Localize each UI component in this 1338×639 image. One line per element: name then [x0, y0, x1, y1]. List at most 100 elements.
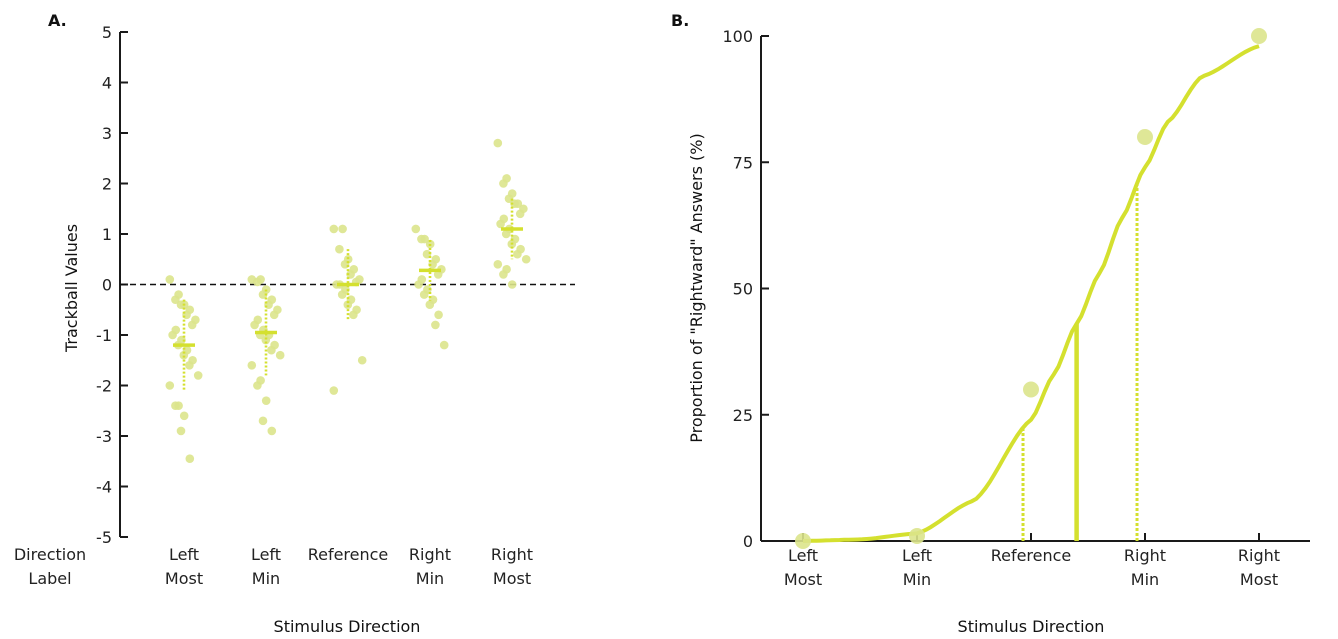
- panel-b-x-tick-label: Reference: [991, 546, 1072, 565]
- trackball-data-point: [335, 244, 344, 254]
- panel-a-y-tick-label: 2: [102, 175, 112, 194]
- trackball-data-point: [411, 224, 421, 234]
- trackball-data-point: [419, 290, 429, 299]
- trackball-data-point: [434, 310, 443, 320]
- panel-a-x-tick-label: Most: [493, 569, 531, 588]
- trackball-data-point: [176, 426, 186, 436]
- observed-proportion-point: [1137, 129, 1153, 145]
- trackball-data-point: [499, 270, 508, 279]
- panel-a-y-tick-label: -4: [96, 478, 112, 497]
- panel-b-y-axis-title: Proportion of "Rightward" Answers (%): [687, 133, 706, 442]
- panel-a-x-axis-title: Stimulus Direction: [274, 617, 421, 636]
- trackball-data-point: [165, 381, 175, 390]
- direction-label-line-2: Label: [28, 569, 71, 588]
- trackball-data-point: [510, 199, 519, 208]
- panel-b-y-tick-label: 100: [722, 27, 753, 46]
- panel-a-x-tick-label: Left: [169, 545, 199, 564]
- trackball-data-point: [337, 290, 347, 299]
- trackball-data-point: [338, 224, 347, 234]
- panel-b-x-tick-label: Min: [903, 570, 931, 589]
- trackball-data-point: [267, 345, 276, 355]
- trackball-data-point: [349, 310, 358, 320]
- panel-a-y-tick-label: 5: [102, 23, 112, 42]
- panel-a-x-tick-label: Min: [252, 569, 280, 588]
- psychometric-fit-curve: [802, 44, 1260, 543]
- panel-b-x-tick-label: Min: [1131, 570, 1159, 589]
- panel-a-y-tick-label: 0: [102, 276, 112, 295]
- trackball-data-point: [261, 335, 271, 345]
- trackball-data-point: [493, 138, 503, 148]
- panel-b-y-tick-label: 0: [743, 532, 753, 551]
- panel-a-x-tick-label: Reference: [308, 545, 389, 564]
- panel-a-y-tick-label: -5: [96, 528, 112, 547]
- panel-b-x-tick-label: Most: [784, 570, 822, 589]
- trackball-data-point: [504, 194, 514, 203]
- panel-a-x-tick-label: Most: [165, 569, 203, 588]
- trackball-data-point: [267, 426, 277, 436]
- trackball-data-point: [168, 330, 177, 340]
- panel-a-label: A.: [48, 11, 67, 30]
- trackball-data-point: [253, 277, 262, 287]
- panel-a-y-axis-title: Trackball Values: [62, 224, 81, 353]
- panel-a-y-tick-label: 1: [102, 225, 112, 244]
- panel-b-label: B.: [671, 11, 689, 30]
- trackball-data-point: [507, 280, 517, 289]
- panel-a-y-tick-label: 4: [102, 74, 112, 93]
- trackball-data-point: [179, 411, 189, 421]
- panel-b-x-tick-label: Right: [1238, 546, 1280, 565]
- trackball-data-point: [261, 396, 271, 405]
- observed-proportion-point: [795, 533, 811, 549]
- observed-proportion-point: [909, 527, 925, 544]
- trackball-data-point: [499, 179, 508, 188]
- panel-b-y-tick-label: 50: [733, 280, 753, 299]
- panel-b-y-tick-label: 75: [733, 153, 753, 172]
- panel-a-chart: A. Trackball Values Stimulus Direction D…: [14, 11, 575, 636]
- observed-proportion-point: [1251, 28, 1267, 44]
- trackball-data-point: [171, 401, 180, 411]
- panel-a-y-tick-label: -3: [96, 427, 112, 446]
- panel-a-x-tick-label: Left: [251, 545, 281, 564]
- trackball-data-point: [431, 320, 440, 330]
- trackball-data-point: [414, 280, 423, 289]
- panel-a-x-tick-label: Min: [416, 569, 444, 588]
- trackball-data-point: [253, 381, 262, 390]
- trackball-data-point: [275, 350, 285, 360]
- trackball-data-point: [425, 300, 435, 310]
- trackball-data-point: [439, 340, 449, 350]
- trackball-data-point: [496, 219, 505, 229]
- trackball-data-point: [428, 260, 437, 269]
- trackball-data-point: [187, 320, 197, 330]
- trackball-data-point: [521, 254, 531, 264]
- panel-b-x-tick-label: Left: [788, 546, 818, 565]
- trackball-data-point: [185, 454, 195, 464]
- panel-a-y-tick-label: -1: [96, 326, 112, 345]
- trackball-data-point: [346, 270, 355, 279]
- trackball-data-point: [329, 386, 339, 395]
- panel-a-x-tick-label: Right: [409, 545, 451, 564]
- panel-b-x-tick-label: Right: [1124, 546, 1166, 565]
- panel-b-chart: B. Proportion of "Rightward" Answers (%)…: [671, 11, 1310, 636]
- trackball-data-point: [258, 416, 268, 426]
- trackball-data-point: [171, 295, 180, 304]
- trackball-data-point: [501, 229, 511, 239]
- trackball-data-point: [513, 249, 522, 259]
- trackball-data-point: [193, 371, 203, 380]
- direction-label-line-1: Direction: [14, 545, 86, 564]
- observed-proportion-point: [1023, 381, 1039, 398]
- trackball-data-point: [185, 361, 194, 370]
- panel-b-x-axis-title: Stimulus Direction: [958, 617, 1105, 636]
- trackball-data-point: [247, 361, 257, 370]
- panel-b-x-tick-label: Left: [902, 546, 932, 565]
- trackball-data-point: [176, 300, 186, 310]
- trackball-data-point: [165, 275, 175, 284]
- trackball-data-point: [357, 355, 367, 365]
- panel-a-y-tick-label: 3: [102, 124, 112, 143]
- trackball-data-point: [179, 350, 189, 360]
- trackball-data-point: [329, 224, 339, 234]
- panel-a-y-tick-label: -2: [96, 377, 112, 396]
- panel-a-x-tick-label: Right: [491, 545, 533, 564]
- trackball-data-point: [433, 270, 443, 279]
- panel-b-x-tick-label: Most: [1240, 570, 1278, 589]
- trackball-data-point: [417, 234, 426, 244]
